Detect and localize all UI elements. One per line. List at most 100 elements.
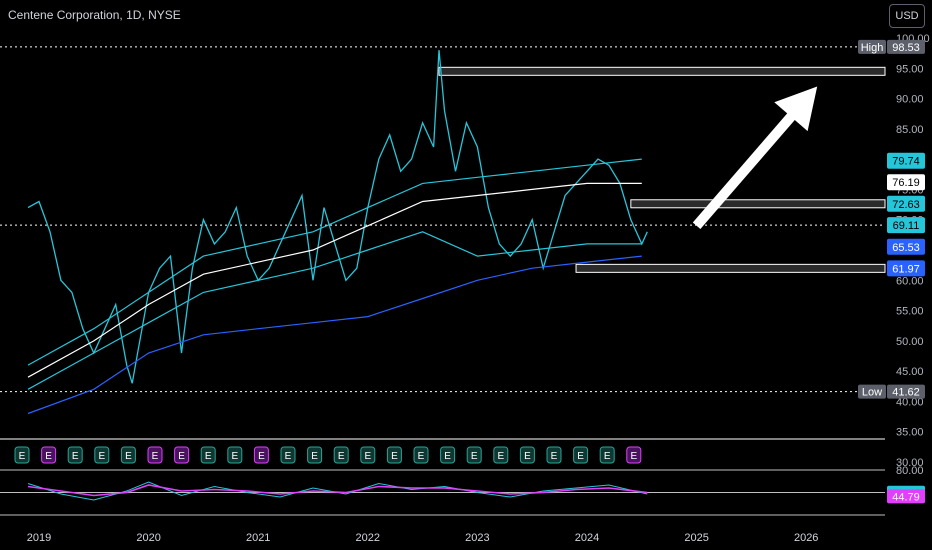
earnings-label: E [72,451,79,462]
time-tick-label: 2025 [684,532,708,544]
time-tick-label: 2026 [794,532,818,544]
earnings-label: E [391,451,398,462]
price-tick-label: 55.00 [896,306,924,318]
earnings-icon [626,446,642,464]
lower-band-line [27,255,642,415]
earnings-icon [253,446,269,464]
earnings-label: E [285,451,292,462]
axis-value-label: 79.74 [892,156,920,168]
earnings-icon [280,446,296,464]
axis-value-label: 61.97 [892,263,920,275]
level-tag-bg [858,384,886,399]
earnings-icon [573,446,589,464]
earnings-label: E [524,451,531,462]
axis-value-bg [887,174,925,191]
price-tick-label: 45.00 [896,366,924,378]
axis-value-label: 69.11 [893,220,920,232]
earnings-icon [174,446,190,464]
level-value-label: 98.53 [892,42,920,54]
chart-title: Centene Corporation, 1D, NYSE [8,8,181,22]
axis-value-bg [887,260,925,277]
zone-box [575,263,886,273]
upper-band-line [27,158,642,366]
rsi-value-label: 44.79 [892,491,920,503]
axis-value-bg [887,238,925,255]
price-tick-label: 90.00 [896,94,924,106]
earnings-icon [67,446,83,464]
earnings-icon [333,446,349,464]
earnings-icon [147,446,163,464]
price-line [27,50,648,384]
middle-band-line [27,182,642,378]
earnings-label: E [19,451,26,462]
axis-value-label: 76.19 [892,177,920,189]
earnings-icon [466,446,482,464]
time-tick-label: 2023 [465,532,489,544]
earnings-label: E [311,451,318,462]
rsi-tick-label: 80.00 [896,465,924,477]
time-tick-label: 2019 [27,532,51,544]
axis-value-label: 65.53 [892,242,920,254]
earnings-label: E [604,451,611,462]
earnings-label: E [338,451,345,462]
earnings-label: E [231,451,238,462]
price-tick-label: 35.00 [896,427,924,439]
earnings-icon [41,446,57,464]
axis-value-bg [887,152,925,169]
rsi-ma-line [27,484,648,497]
earnings-label: E [444,451,451,462]
time-tick-label: 2020 [136,532,160,544]
earnings-icon [546,446,562,464]
price-tick-label: 50.00 [896,336,924,348]
rsi-value-bg [887,489,925,504]
time-tick-label: 2022 [356,532,380,544]
earnings-label: E [418,451,425,462]
earnings-icon [386,446,402,464]
level-tag-bg [858,39,886,54]
price-tick-label: 60.00 [896,275,924,287]
earnings-label: E [178,451,185,462]
earnings-label: E [497,451,504,462]
level-value-label: 41.62 [892,387,920,399]
earnings-label: E [364,451,371,462]
earnings-icon [14,446,30,464]
zone-box [438,66,886,76]
zone-box [630,199,886,209]
earnings-icon [493,446,509,464]
inner-lower-band-line [27,231,642,390]
earnings-label: E [258,451,265,462]
axis-value-label: 72.63 [892,199,920,211]
currency-button[interactable]: USD [889,4,925,28]
earnings-label: E [152,451,159,462]
price-tick-label: 95.00 [896,63,924,75]
axis-value-bg [887,195,925,212]
level-value-bg [887,39,925,54]
axis-value-bg [887,217,925,234]
earnings-label: E [577,451,584,462]
earnings-icon [227,446,243,464]
earnings-label: E [98,451,105,462]
level-tag-label: High [861,42,884,54]
earnings-icon [307,446,323,464]
price-tick-label: 85.00 [896,124,924,136]
level-value-bg [887,384,925,399]
earnings-label: E [551,451,558,462]
earnings-icon [120,446,136,464]
earnings-label: E [205,451,212,462]
earnings-label: E [630,451,637,462]
earnings-label: E [471,451,478,462]
earnings-icon [440,446,456,464]
price-tick-label: 40.00 [896,396,924,408]
earnings-label: E [45,451,52,462]
level-tag-label: Low [862,387,882,399]
time-tick-label: 2024 [575,532,599,544]
earnings-icon [94,446,110,464]
earnings-icon [599,446,615,464]
earnings-icon [413,446,429,464]
earnings-icon [200,446,216,464]
earnings-icon [519,446,535,464]
price-tick-label: 30.00 [896,457,924,469]
time-tick-label: 2021 [246,532,270,544]
earnings-label: E [125,451,132,462]
